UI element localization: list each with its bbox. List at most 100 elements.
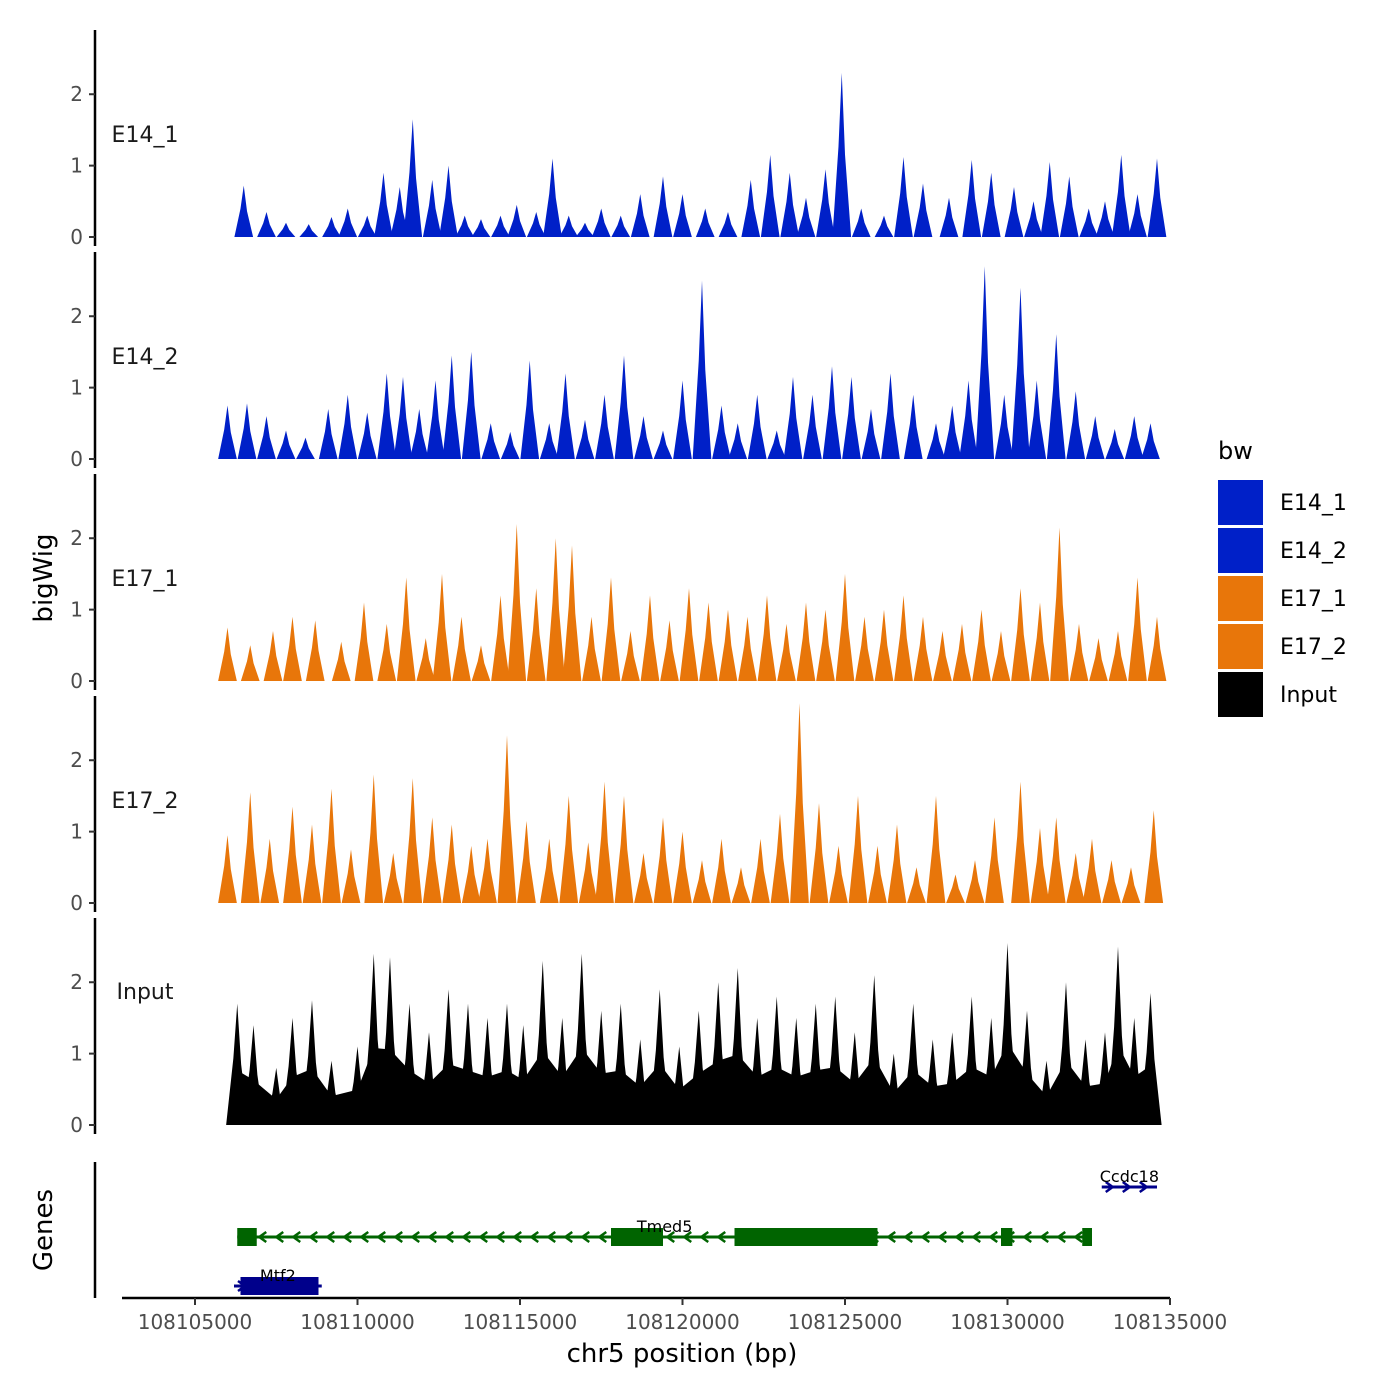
coverage-peak [868, 845, 887, 903]
strand-chevron [546, 1230, 556, 1244]
coverage-peak [1111, 154, 1131, 237]
strand-chevron [903, 1230, 913, 1244]
coverage-peak [491, 215, 510, 237]
coverage-peak [409, 409, 429, 459]
x-tick-label: 108125000 [788, 1310, 903, 1334]
gene-label: Ccdc18 [1100, 1167, 1159, 1186]
coverage-peak [240, 792, 260, 903]
coverage-peak [829, 845, 848, 903]
strand-chevron [308, 1230, 318, 1244]
coverage-peak [299, 224, 319, 237]
coverage-peak [331, 641, 351, 681]
coverage-peak [913, 616, 933, 681]
coverage-peak [741, 179, 761, 237]
coverage-peak [582, 616, 601, 681]
strand-chevron [1122, 1180, 1132, 1194]
coverage-peak [562, 545, 582, 681]
coverage-peak [767, 430, 787, 459]
strand-chevron [393, 1230, 403, 1244]
strand-chevron [920, 1230, 930, 1244]
coverage-peak [959, 380, 978, 459]
coverage-peak [539, 838, 559, 903]
coverage-peak [520, 360, 540, 459]
coverage-peak [962, 159, 982, 237]
strand-chevron [1073, 1230, 1083, 1244]
coverage-peak [913, 183, 933, 237]
coverage-peak [416, 638, 436, 681]
coverage-peak [283, 616, 302, 681]
coverage-peak [591, 208, 611, 237]
coverage-peak [546, 538, 566, 681]
coverage-peak [491, 595, 510, 681]
coverage-peak [1046, 334, 1066, 459]
coverage-peak [1050, 527, 1069, 681]
coverage-peak [1147, 616, 1167, 681]
coverage-peak [887, 824, 907, 903]
coverage-peak [738, 616, 757, 681]
y-tick-label: 1 [70, 820, 83, 844]
legend: bw E14_1 E14_2 E17_1 E17_2 Input [1218, 437, 1347, 717]
coverage-peak [809, 803, 829, 903]
coverage-peak [260, 838, 280, 903]
coverage-peak [757, 595, 777, 681]
coverage-peak [985, 817, 1004, 903]
gene-Ccdc18: Ccdc18 [1100, 1167, 1159, 1194]
gene-Tmed5: Tmed5 [237, 1217, 1092, 1246]
coverage-peak [770, 813, 790, 903]
legend-label: E14_2 [1280, 539, 1347, 564]
coverage-peak [816, 169, 835, 237]
coverage-peak [1059, 176, 1079, 237]
coverage-peak [790, 703, 809, 903]
coverage-peak [783, 376, 803, 459]
coverage-peak [1024, 201, 1043, 237]
coverage-peak [780, 172, 800, 237]
strand-chevron [325, 1230, 335, 1244]
x-tick-label: 108120000 [625, 1310, 740, 1334]
coverage-peak [276, 430, 296, 459]
coverage-peak [218, 835, 237, 903]
coverage-peak [218, 405, 237, 459]
coverage-peak [338, 394, 358, 459]
coverage-peak [426, 380, 445, 459]
coverage-peak [526, 588, 546, 681]
coverage-peak [907, 867, 926, 903]
coverage-peak [621, 631, 640, 681]
coverage-peak [1004, 187, 1024, 237]
x-tick-label: 108105000 [138, 1310, 253, 1334]
coverage-peak [517, 820, 536, 903]
y-tick-label: 1 [70, 154, 83, 178]
strand-chevron [716, 1230, 726, 1244]
strand-chevron [529, 1230, 539, 1244]
coverage-peak [952, 623, 972, 681]
coverage-peak [851, 208, 871, 237]
coverage-peak [575, 419, 595, 459]
coverage-peak [276, 222, 296, 237]
coverage-peak [1102, 860, 1121, 903]
strand-chevron [444, 1230, 454, 1244]
coverage-peak [439, 165, 458, 237]
x-tick-label: 108130000 [950, 1310, 1065, 1334]
coverage-peak [1079, 208, 1099, 237]
y-tick-label: 1 [70, 376, 83, 400]
coverage-peak [452, 616, 471, 681]
strand-chevron [954, 1230, 964, 1244]
y-tick-label: 0 [70, 225, 83, 249]
track-Input: 0 1 2 Input [70, 918, 1162, 1137]
coverage-peak [257, 212, 276, 237]
coverage-peak [965, 860, 985, 903]
coverage-peak [377, 373, 397, 459]
track-E17_1: 0 1 2 E17_1 [70, 474, 1167, 693]
coverage-peak [575, 222, 595, 237]
y-tick-label: 2 [70, 748, 83, 772]
coverage-peak [747, 394, 767, 459]
strand-chevron [580, 1230, 590, 1244]
coverage-peak [653, 430, 673, 459]
coverage-peak [630, 194, 650, 237]
strand-chevron [410, 1230, 420, 1244]
coverage-peak [357, 412, 377, 459]
legend-label: Input [1280, 683, 1337, 708]
coverage-peak [760, 154, 780, 237]
coverage-peak [422, 179, 442, 237]
coverage-peak [364, 774, 384, 903]
strand-chevron [512, 1230, 522, 1244]
